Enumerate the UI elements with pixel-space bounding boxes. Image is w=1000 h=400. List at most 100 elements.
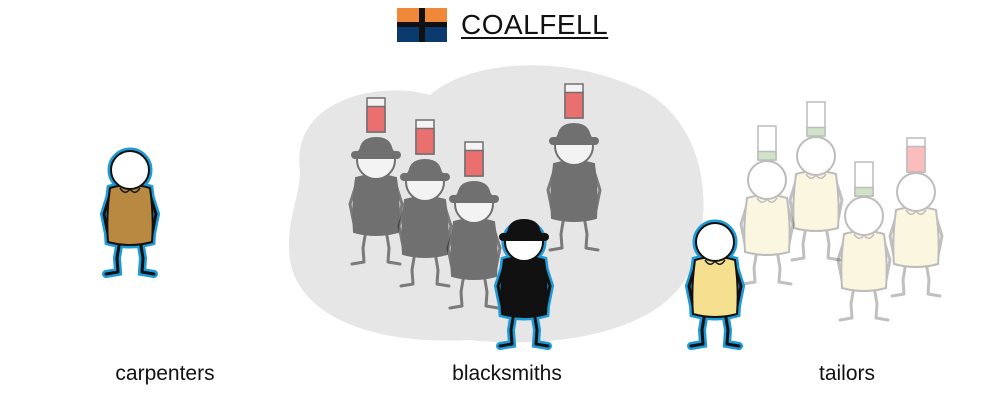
- leg: [923, 254, 942, 298]
- body: [401, 196, 449, 258]
- hat-crown: [456, 180, 492, 199]
- leg: [790, 218, 809, 262]
- leg: [432, 244, 451, 288]
- leg: [722, 304, 741, 348]
- leg: [581, 208, 600, 252]
- arm: [888, 212, 899, 258]
- arm: [833, 176, 844, 222]
- hat-brim: [400, 173, 450, 181]
- hat-crown: [506, 218, 542, 237]
- need-level-fill: [854, 186, 874, 197]
- need-level-frame: [757, 125, 777, 161]
- blacksmiths-villager[interactable]: [546, 83, 602, 252]
- need-level-bar: [415, 119, 435, 155]
- blacksmiths-highlight-blob: [288, 65, 704, 343]
- arm: [881, 236, 892, 282]
- collar: [756, 197, 778, 203]
- leg: [448, 266, 467, 310]
- leg: [689, 304, 708, 348]
- carpenters-villager[interactable]: [99, 147, 161, 278]
- need-level-fill: [906, 145, 926, 173]
- body: [892, 206, 940, 268]
- body: [450, 218, 498, 280]
- leg: [823, 218, 842, 262]
- collar: [805, 173, 827, 179]
- hat-brim: [549, 137, 599, 145]
- need-level-bar: [564, 83, 584, 119]
- leg: [871, 278, 890, 322]
- need-level-fill: [806, 126, 826, 137]
- blacksmiths-villager[interactable]: [397, 119, 453, 288]
- head: [695, 222, 735, 262]
- town-flag-icon: [397, 8, 447, 42]
- need-level-frame: [806, 101, 826, 137]
- leg: [137, 232, 156, 276]
- group-label-blacksmiths[interactable]: blacksmiths: [452, 362, 562, 385]
- leg: [399, 244, 418, 288]
- arm: [739, 200, 750, 246]
- need-level-bar: [854, 161, 874, 197]
- flag-cross-horizontal: [397, 22, 447, 27]
- head: [844, 196, 884, 236]
- hat-crown: [358, 136, 394, 155]
- head: [896, 172, 936, 212]
- leg: [548, 208, 567, 252]
- head: [747, 160, 787, 200]
- tailors-villager[interactable]: [788, 101, 844, 262]
- body: [792, 170, 840, 232]
- hat-brim: [499, 233, 549, 241]
- head: [110, 150, 150, 190]
- leg: [890, 254, 909, 298]
- body: [691, 256, 739, 318]
- town-header: COALFELL: [397, 8, 608, 42]
- collar: [853, 233, 875, 239]
- blacksmiths-villager[interactable]: [493, 218, 555, 350]
- tailors-villager[interactable]: [836, 161, 892, 322]
- body: [106, 184, 154, 246]
- leg: [383, 222, 402, 266]
- town-name: COALFELL: [461, 9, 609, 40]
- leg: [498, 304, 517, 348]
- need-level-frame: [906, 137, 926, 173]
- hat-brim: [449, 195, 499, 203]
- need-level-fill: [564, 91, 584, 119]
- group-label-tailors[interactable]: tailors: [818, 362, 876, 385]
- arm: [784, 200, 795, 246]
- tailors-villager[interactable]: [739, 125, 795, 286]
- need-level-bar: [464, 141, 484, 177]
- need-level-bar: [906, 137, 926, 173]
- body: [840, 230, 888, 292]
- tailors-villager[interactable]: [888, 137, 944, 298]
- body: [352, 174, 400, 236]
- need-level-fill: [464, 149, 484, 177]
- leg: [104, 232, 123, 276]
- arm: [836, 236, 847, 282]
- hat-crown: [556, 122, 592, 141]
- body: [743, 194, 791, 256]
- need-level-bar: [366, 97, 386, 133]
- leg: [481, 266, 500, 310]
- body: [550, 160, 598, 222]
- hat-crown: [407, 158, 443, 177]
- tailors-villager[interactable]: [684, 219, 746, 350]
- need-level-fill: [415, 127, 435, 155]
- arm: [933, 212, 944, 258]
- hat-brim: [351, 151, 401, 159]
- body: [500, 256, 548, 318]
- blacksmiths-villager[interactable]: [348, 97, 404, 266]
- group-label-carpenters[interactable]: carpenters: [115, 362, 215, 385]
- need-level-bar: [806, 101, 826, 137]
- leg: [774, 242, 793, 286]
- arm: [788, 176, 799, 222]
- need-level-bar: [757, 125, 777, 161]
- leg: [350, 222, 369, 266]
- leg: [838, 278, 857, 322]
- collar: [905, 209, 927, 215]
- need-level-fill: [366, 105, 386, 133]
- blacksmiths-villager[interactable]: [446, 141, 502, 310]
- need-level-fill: [757, 150, 777, 161]
- head: [796, 136, 836, 176]
- leg: [531, 304, 550, 348]
- leg: [741, 242, 760, 286]
